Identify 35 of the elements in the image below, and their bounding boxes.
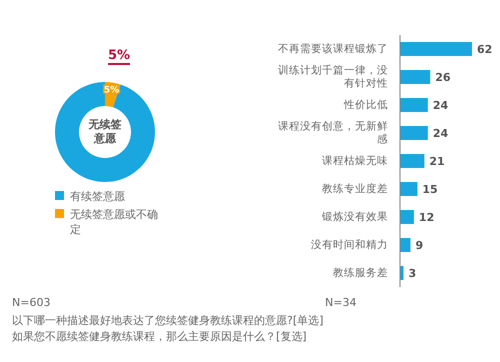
- data-label: 15: [422, 182, 438, 196]
- data-label: 9: [415, 238, 424, 252]
- bar: [400, 210, 414, 224]
- text: 5%: [108, 48, 130, 65]
- text: N=34: [325, 296, 356, 309]
- y-tick-label: 课程枯燥无味: [322, 154, 388, 167]
- text: 如果您不愿续签健身教练课程，那么主要原因是什么？[复选]: [12, 329, 307, 344]
- data-label: 26: [435, 70, 451, 84]
- y-tick-label: 教练专业度差: [322, 182, 388, 195]
- data-label: 62: [477, 42, 492, 56]
- y-tick-label: 没有时间和精力: [311, 238, 388, 251]
- y-tick-label: 锻炼没有效果: [321, 211, 388, 223]
- bar: [400, 126, 428, 140]
- bar: [400, 42, 472, 56]
- bar: [400, 154, 424, 168]
- text: 无续签意愿: [88, 118, 122, 146]
- legend-label: 有续签意愿: [70, 189, 125, 204]
- bar: [400, 238, 410, 252]
- text: 以下哪一种描述最好地表达了您续签健身教练课程的意愿?[单选]: [12, 313, 324, 328]
- bar: [400, 182, 418, 196]
- text: N=603: [12, 296, 50, 309]
- bar: [400, 70, 430, 84]
- y-tick-label: 课程没有创意，无新鲜感: [278, 120, 388, 146]
- y-tick-label: 教练服务差: [333, 267, 388, 279]
- data-label: 12: [418, 210, 434, 224]
- data-label: 21: [429, 154, 445, 168]
- y-tick-label: 性价比低: [343, 98, 388, 111]
- y-tick-label: 不再需要该课程锻炼了: [278, 42, 388, 55]
- donut-slice: [55, 82, 155, 182]
- data-label: 24: [432, 126, 449, 140]
- y-tick-label: 训练计划千篇一律，没有针对性: [278, 64, 388, 90]
- bar: [400, 98, 428, 112]
- data-label: 24: [432, 98, 449, 112]
- legend-label: 无续签意愿或不确定: [70, 207, 159, 237]
- data-label: 3: [408, 266, 416, 280]
